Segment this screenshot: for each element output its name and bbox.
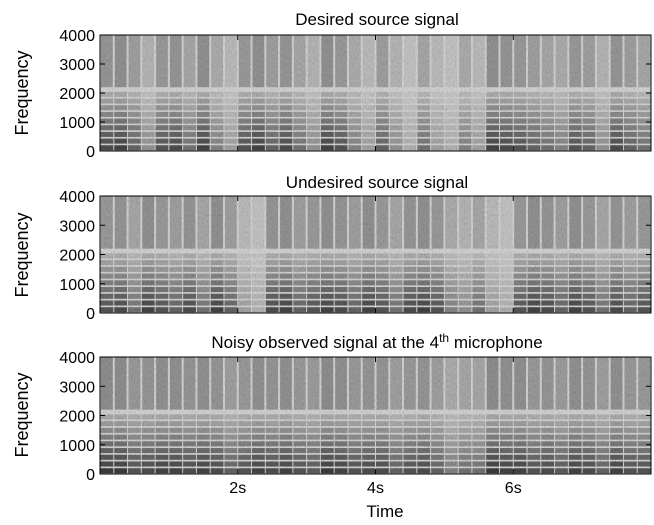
y-tick-label: 3000 (59, 57, 95, 74)
y-axis-label-desired: Frequency (12, 50, 32, 135)
panel-undesired: Undesired source signal 0 1000 2000 3000 400… (12, 173, 652, 323)
spectrogram-texture (100, 357, 651, 474)
y-axis-label-undesired: Frequency (12, 212, 32, 297)
y-tick-label: 2000 (59, 86, 95, 103)
spectrogram-plot-desired: 0 1000 2000 3000 4000 (59, 28, 652, 161)
spectrogram-plot-undesired: 0 1000 2000 3000 4000 (59, 189, 652, 323)
y-tick-label: 1000 (59, 277, 95, 294)
panel-noisy: Noisy observed signal at the 4th microph… (12, 331, 652, 521)
x-axis-label: Time (366, 502, 403, 521)
y-tick-label: 3000 (59, 379, 95, 396)
y-tick-label: 2000 (59, 409, 95, 426)
y-tick-label: 1000 (59, 115, 95, 132)
y-tick-label: 3000 (59, 218, 95, 235)
spectrogram-texture (100, 196, 651, 313)
panel-title-undesired: Undesired source signal (286, 173, 468, 192)
y-tick-label: 1000 (59, 438, 95, 455)
panel-title-noisy: Noisy observed signal at the 4th microph… (211, 331, 542, 352)
y-tick-label: 2000 (59, 248, 95, 265)
y-tick-label: 0 (86, 306, 95, 323)
x-tick-label: 4s (367, 480, 384, 497)
y-tick-label: 0 (86, 144, 95, 161)
spectrogram-texture (100, 35, 651, 151)
y-tick-label: 0 (86, 467, 95, 484)
x-tick-label: 6s (505, 480, 522, 497)
y-axis-label-noisy: Frequency (12, 372, 32, 457)
spectrogram-plot-noisy: 0 1000 2000 3000 4000 2s 4s 6s (59, 350, 652, 497)
y-tick-label: 4000 (59, 350, 95, 367)
y-tick-label: 4000 (59, 189, 95, 206)
y-tick-label: 4000 (59, 28, 95, 45)
panel-desired: Desired source signal 01000200030004000 … (12, 10, 652, 161)
x-tick-label: 2s (229, 480, 246, 497)
panel-title-desired: Desired source signal (295, 10, 458, 29)
